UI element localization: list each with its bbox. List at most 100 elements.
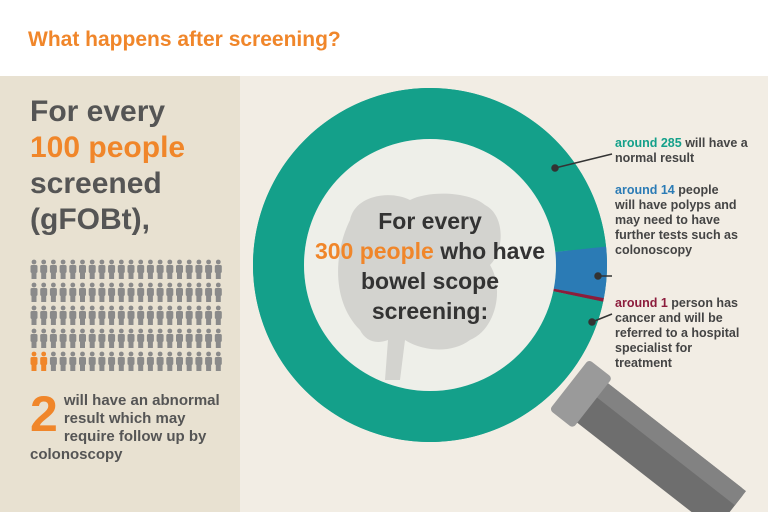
icon-legs xyxy=(157,295,163,302)
icon-body xyxy=(127,311,135,319)
count: 14 xyxy=(660,183,675,197)
icon-legs xyxy=(147,272,153,279)
icon-body xyxy=(127,357,135,365)
icon-legs xyxy=(31,272,37,279)
icon-body xyxy=(88,311,96,319)
icon-legs xyxy=(147,341,153,348)
text: people xyxy=(359,238,434,264)
person-icon xyxy=(127,305,135,325)
person-icon xyxy=(214,328,222,348)
icon-head xyxy=(177,305,182,311)
icon-legs xyxy=(186,295,192,302)
person-icon xyxy=(214,259,222,279)
icon-legs xyxy=(157,341,163,348)
icon-body xyxy=(205,288,213,296)
icon-head xyxy=(186,351,192,357)
person-icon xyxy=(156,351,164,371)
icon-head xyxy=(215,351,221,357)
person-icon xyxy=(69,259,77,279)
person-icon xyxy=(195,282,203,302)
icon-legs xyxy=(41,341,47,348)
icon-legs xyxy=(157,364,163,371)
icon-body xyxy=(117,311,125,319)
icon-body xyxy=(205,311,213,319)
person-icon xyxy=(205,305,213,325)
icon-head xyxy=(41,282,47,288)
icon-legs xyxy=(31,318,37,325)
person-icon xyxy=(98,282,106,302)
person-icon xyxy=(195,259,203,279)
person-icon xyxy=(69,305,77,325)
icon-legs xyxy=(206,272,212,279)
icon-head xyxy=(138,351,144,357)
icon-head xyxy=(109,328,114,334)
person-icon xyxy=(88,259,96,279)
icon-legs xyxy=(109,272,115,279)
icon-body xyxy=(108,357,116,365)
person-icon xyxy=(127,328,135,348)
ring-segment xyxy=(553,246,607,299)
icon-head xyxy=(177,351,182,357)
person-icon xyxy=(59,351,67,371)
icon-legs xyxy=(128,341,134,348)
icon-head xyxy=(167,282,173,288)
icon-head xyxy=(196,351,202,357)
icon-legs xyxy=(41,364,47,371)
icon-legs xyxy=(89,341,95,348)
icon-legs xyxy=(50,272,56,279)
icon-head xyxy=(118,351,124,357)
person-icon xyxy=(146,282,154,302)
icon-legs xyxy=(89,272,95,279)
icon-head xyxy=(167,351,173,357)
icon-legs xyxy=(157,272,163,279)
header xyxy=(0,0,768,76)
person-icon xyxy=(127,259,135,279)
icon-head xyxy=(148,259,153,265)
person-icon xyxy=(166,305,174,325)
person-icon xyxy=(195,351,203,371)
icon-body xyxy=(214,265,222,273)
icon-head xyxy=(128,328,134,334)
text: will have a normal result xyxy=(615,136,748,165)
icon-body xyxy=(30,311,38,319)
icon-head xyxy=(215,328,221,334)
icon-head xyxy=(186,328,192,334)
person-icon xyxy=(88,328,96,348)
icon-body xyxy=(98,265,106,273)
text: screened xyxy=(30,167,162,200)
icon-head xyxy=(89,351,95,357)
person-icon xyxy=(40,351,48,371)
person-icon xyxy=(49,328,57,348)
icon-head xyxy=(109,305,114,311)
icon-legs xyxy=(186,341,192,348)
icon-head xyxy=(206,351,212,357)
icon-legs xyxy=(89,295,95,302)
person-icon xyxy=(137,305,145,325)
person-icon xyxy=(166,259,174,279)
icon-head xyxy=(186,282,192,288)
icon-head xyxy=(128,282,134,288)
icon-legs xyxy=(80,318,85,325)
person-icon xyxy=(69,328,77,348)
icon-body xyxy=(214,288,222,296)
icon-body xyxy=(49,265,57,273)
text: people xyxy=(88,131,186,164)
person-icon xyxy=(137,282,145,302)
person-icon xyxy=(185,259,193,279)
icon-body xyxy=(30,265,38,273)
icon-head xyxy=(51,282,56,288)
icon-legs xyxy=(196,272,202,279)
icon-legs xyxy=(31,364,37,371)
icon-body xyxy=(69,311,77,319)
icon-body xyxy=(176,311,183,319)
person-icon xyxy=(30,351,38,371)
icon-body xyxy=(156,288,164,296)
person-icon xyxy=(79,259,86,279)
icon-body xyxy=(166,357,174,365)
person-icon xyxy=(137,328,145,348)
person-icon xyxy=(146,351,154,371)
person-icon xyxy=(59,259,67,279)
person-icon xyxy=(59,305,67,325)
icon-head xyxy=(109,351,114,357)
